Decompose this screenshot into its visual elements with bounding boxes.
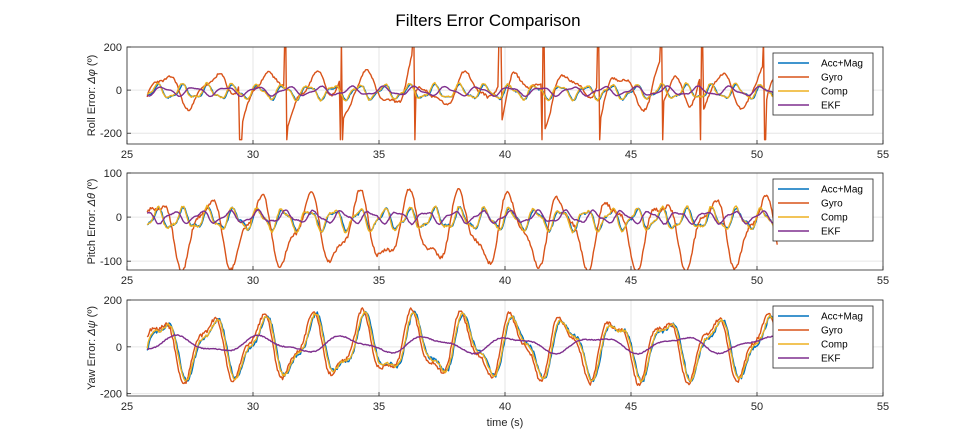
y-tick-label: 0: [116, 342, 122, 354]
x-tick-label: 25: [121, 275, 133, 287]
series-group: [146, 307, 778, 387]
series-line-ekf: [147, 334, 778, 355]
axes-panel-1: 25 30 35 40 45 50 55 -200 0 200 Roll Error: Δφ (º)…: [86, 42, 889, 161]
series-line-comp: [146, 81, 778, 102]
legend-label: Gyro: [821, 199, 843, 210]
legend: Acc+Mag Gyro Comp EKF: [772, 305, 874, 369]
x-tick-label: 45: [625, 401, 637, 413]
legend: Acc+Mag Gyro Comp EKF: [772, 52, 874, 116]
x-tick-label: 30: [247, 149, 259, 161]
axes-panel-2: 25 30 35 40 45 50 55 -100 0 100 Pitch Error: Δθ (º…: [86, 168, 889, 287]
x-axis-label: time (s): [487, 417, 524, 429]
x-tick-label: 30: [247, 275, 259, 287]
legend-label: Acc+Mag: [821, 185, 863, 196]
x-tick-label: 40: [499, 149, 511, 161]
series-line-ekf: [146, 85, 778, 98]
legend-label: Comp: [821, 213, 848, 224]
y-tick-label: 200: [104, 295, 122, 307]
x-tick-label: 40: [499, 275, 511, 287]
x-tick-label: 35: [373, 149, 385, 161]
y-tick-label: -100: [100, 256, 122, 268]
legend-label: Gyro: [821, 326, 843, 337]
series-line-gyro: [146, 187, 778, 270]
x-tick-label: 40: [499, 401, 511, 413]
series-group: [146, 187, 778, 270]
y-tick-label: -200: [100, 128, 122, 140]
series-line-comp: [146, 311, 778, 383]
chart-title: Filters Error Comparison: [395, 11, 580, 30]
axes-root: 25 30 35 40 45 50 55 -200 0 200 Roll Error: Δφ (º)…: [86, 42, 889, 429]
series-line-ekf: [146, 208, 778, 226]
x-tick-label: 35: [373, 275, 385, 287]
legend: Acc+Mag Gyro Comp EKF: [772, 178, 874, 242]
legend-label: Comp: [821, 340, 848, 351]
series-line-gyro: [146, 47, 778, 141]
axes-panel-3: 25 30 35 40 45 50 55 -200 0 200 Yaw Error: Δψ (º) t…: [86, 295, 889, 429]
y-axis-label: Pitch Error: Δθ (º): [86, 179, 98, 265]
y-tick-label: 100: [104, 168, 122, 180]
legend-label: Acc+Mag: [821, 59, 863, 70]
x-tick-label: 45: [625, 149, 637, 161]
x-tick-label: 25: [121, 149, 133, 161]
x-tick-label: 25: [121, 401, 133, 413]
legend-label: EKF: [821, 101, 840, 112]
x-tick-label: 50: [751, 149, 763, 161]
x-tick-label: 55: [877, 401, 889, 413]
x-tick-label: 30: [247, 401, 259, 413]
y-tick-label: -200: [100, 389, 122, 401]
x-tick-label: 55: [877, 275, 889, 287]
series-group: [146, 47, 778, 141]
y-axis-label: Roll Error: Δφ (º): [86, 55, 98, 137]
legend-label: Comp: [821, 87, 848, 98]
x-tick-label: 35: [373, 401, 385, 413]
y-tick-label: 0: [116, 85, 122, 97]
x-tick-label: 50: [751, 401, 763, 413]
y-axis-label: Yaw Error: Δψ (º): [86, 306, 98, 390]
y-tick-label: 200: [104, 42, 122, 54]
legend-label: Gyro: [821, 73, 843, 84]
x-tick-label: 50: [751, 275, 763, 287]
x-tick-label: 55: [877, 149, 889, 161]
x-tick-label: 45: [625, 275, 637, 287]
legend-label: EKF: [821, 354, 840, 365]
legend-label: EKF: [821, 227, 840, 238]
y-tick-label: 0: [116, 212, 122, 224]
legend-label: Acc+Mag: [821, 312, 863, 323]
